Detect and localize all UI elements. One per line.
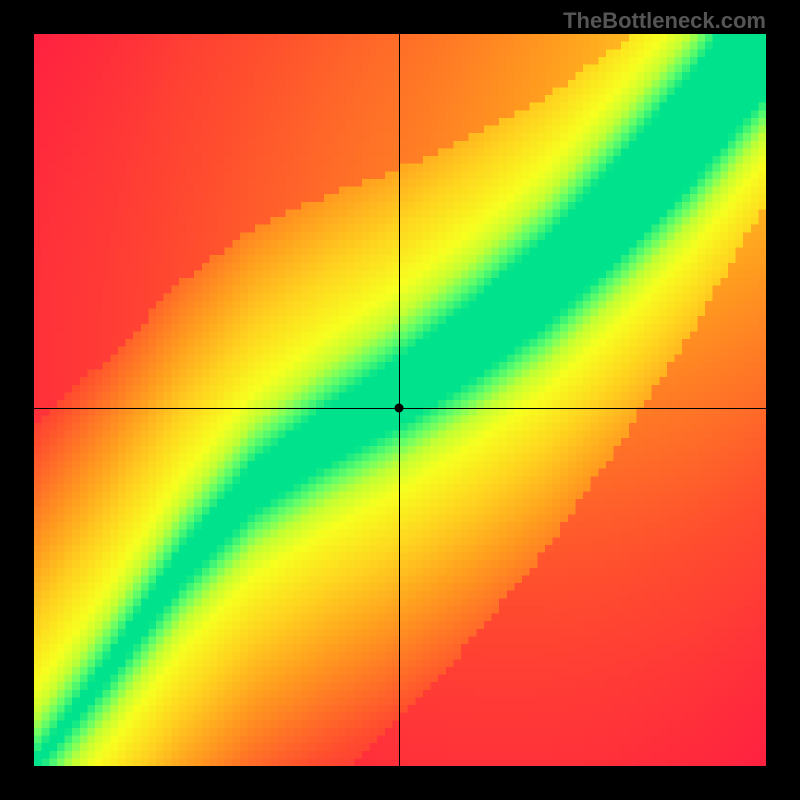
heatmap-plot (34, 34, 766, 766)
watermark-text: TheBottleneck.com (563, 8, 766, 34)
crosshair-vertical (399, 34, 400, 766)
marker-dot (395, 404, 404, 413)
